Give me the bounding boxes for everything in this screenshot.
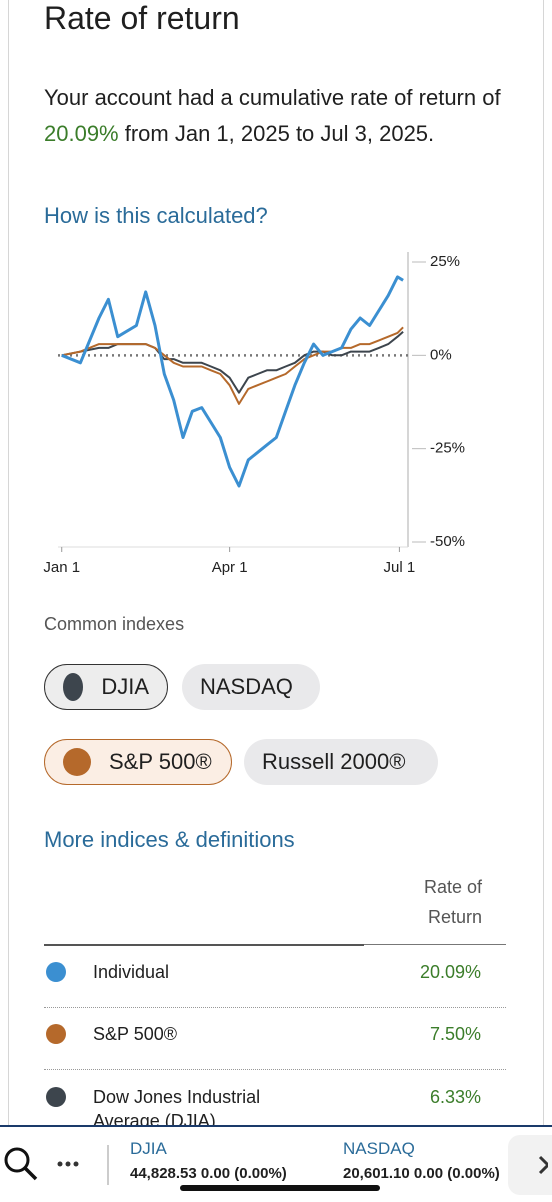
card-border (543, 0, 544, 1125)
row-divider (44, 1007, 506, 1008)
header-rule (364, 944, 506, 945)
row-value: 7.50% (429, 1024, 481, 1044)
chip-dot (63, 748, 91, 776)
row-divider (44, 1069, 506, 1070)
y-tick-label: -25% (430, 440, 465, 457)
table-header: Rate of Return (423, 877, 482, 927)
more-icon[interactable] (57, 1161, 63, 1167)
section-label: Common indexes (44, 614, 185, 634)
row-value: 6.33% (429, 1087, 481, 1107)
ticker-quote: 20,601.10 0.00 (0.00%) (343, 1165, 500, 1182)
search-icon (23, 1166, 38, 1181)
summary-text: from Jan 1, 2025 to Jul 3, 2025. (118, 121, 435, 146)
x-tick-label: Apr 1 (212, 559, 248, 576)
chevron (538, 1155, 551, 1175)
series-line (61, 330, 404, 394)
card-border (8, 0, 9, 1125)
summary-rate: 20.09% (44, 121, 119, 146)
more-link[interactable]: More indices & definitions (44, 827, 295, 852)
row-name: S&P 500® (93, 1024, 177, 1044)
index-chip[interactable]: Russell 2000® (244, 739, 438, 785)
chip-label: DJIA (101, 674, 149, 699)
summary: Your account had a cumulative rate of re… (44, 80, 514, 152)
ticker-quote: 44,828.53 0.00 (0.00%) (130, 1165, 287, 1182)
chip-label: Russell 2000® (262, 749, 406, 774)
more-icon (65, 1161, 71, 1167)
series-line (61, 326, 404, 405)
y-tick-label: 0% (430, 346, 452, 363)
row-dot (46, 1024, 66, 1044)
more-icon (73, 1161, 79, 1167)
y-tick-label: -50% (430, 533, 465, 550)
row-dot (46, 962, 66, 982)
row-name: Individual (93, 962, 170, 982)
ticker-name[interactable]: DJIA (130, 1139, 167, 1158)
x-tick-label: Jan 1 (43, 559, 80, 576)
ticker-bar: DJIA 44,828.53 0.00 (0.00%) NASDAQ 20,601.1… (0, 1125, 552, 1202)
chip-label: S&P 500® (109, 749, 212, 774)
row-dot (46, 1087, 66, 1107)
row-value: 20.09% (419, 962, 481, 982)
y-tick-label: 25% (430, 253, 460, 270)
summary-text: Your account had a cumulative rate of re… (44, 85, 501, 110)
next-button[interactable] (508, 1135, 552, 1195)
help-link[interactable]: How is this calculated? (44, 203, 268, 228)
chip-label: NASDAQ (200, 674, 293, 699)
index-chip[interactable]: DJIA (44, 664, 168, 710)
header-rule (44, 944, 364, 946)
chevron (538, 1155, 551, 1175)
index-chip[interactable]: NASDAQ (182, 664, 320, 710)
toolbar-icons (4, 1145, 109, 1185)
search-icon[interactable] (4, 1147, 30, 1173)
series-line (61, 275, 404, 488)
page-title: Rate of return (44, 0, 240, 36)
chip-dot (63, 673, 84, 701)
chart: 25% 0% -25% -50% Jan 1 Apr 1 Jul 1 (43, 252, 465, 576)
x-tick-label: Jul 1 (384, 559, 416, 576)
home-indicator (180, 1185, 380, 1191)
index-chip[interactable]: S&P 500® (44, 739, 232, 785)
ticker-name[interactable]: NASDAQ (343, 1139, 415, 1158)
